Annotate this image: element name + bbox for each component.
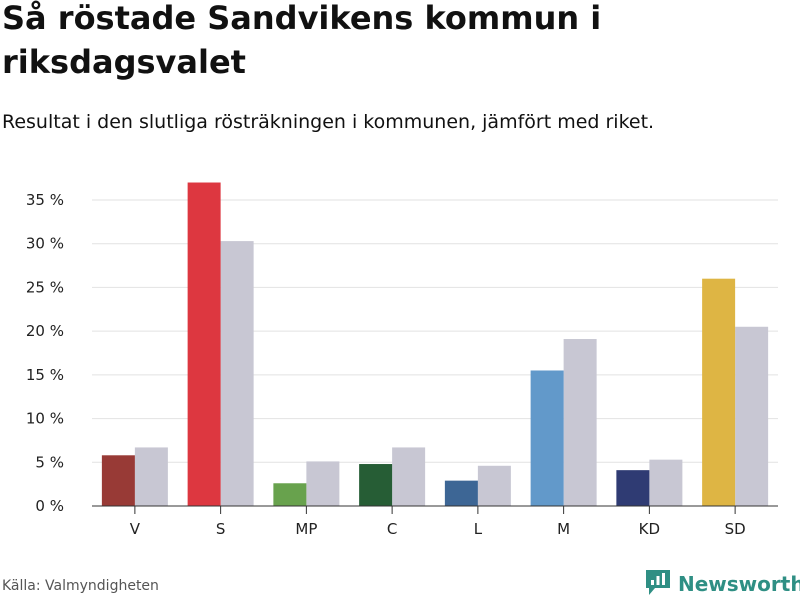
y-tick-label: 15 % (26, 366, 64, 384)
y-tick-label: 10 % (26, 410, 64, 428)
bar-kommun-l (444, 480, 478, 506)
chart-title: Så röstade Sandvikens kommun i riksdagsv… (2, 0, 602, 81)
bar-kommun-sd (702, 278, 736, 506)
brand-name: Newsworthy (678, 572, 800, 596)
y-tick-label: 20 % (26, 322, 64, 340)
x-tick-label-l: L (474, 520, 483, 538)
x-tick-label-v: V (130, 520, 141, 538)
bar-riket-s (220, 241, 254, 506)
y-tick-label: 35 % (26, 191, 64, 209)
x-tick-label-c: C (387, 520, 397, 538)
x-axis-ticks: V S MP C L M KD SD (92, 505, 778, 538)
bar-kommun-v (101, 455, 135, 506)
bars (101, 182, 769, 506)
y-tick-label: 0 % (35, 497, 64, 515)
bar-riket-mp (306, 461, 340, 506)
bar-riket-v (134, 447, 168, 506)
bar-kommun-kd (616, 470, 650, 506)
bar-riket-l (477, 465, 511, 506)
y-tick-label: 25 % (26, 278, 64, 296)
x-tick-label-kd: KD (639, 520, 660, 538)
chart-subtitle: Resultat i den slutliga rösträkningen i … (2, 111, 655, 133)
y-axis-ticks: 0 % 5 % 10 % 15 % 20 % 25 % 30 % 35 % (26, 191, 64, 515)
bar-kommun-s (187, 182, 221, 506)
y-tick-label: 5 % (35, 453, 64, 471)
newsworthy-logo-icon (644, 567, 672, 601)
bar-riket-m (563, 339, 597, 506)
x-tick-label-mp: MP (295, 520, 317, 538)
bar-kommun-c (359, 464, 393, 506)
x-tick-label-s: S (216, 520, 226, 538)
x-tick-label-sd: SD (725, 520, 746, 538)
bar-kommun-m (530, 370, 564, 506)
source-note: Källa: Valmyndigheten (2, 578, 159, 594)
brand-logo: Newsworthy (644, 568, 800, 600)
bar-kommun-mp (273, 483, 307, 506)
bar-riket-sd (735, 326, 769, 506)
bar-riket-kd (649, 459, 683, 506)
x-tick-label-m: M (557, 520, 570, 538)
bar-riket-c (392, 447, 426, 506)
y-tick-label: 30 % (26, 235, 64, 253)
